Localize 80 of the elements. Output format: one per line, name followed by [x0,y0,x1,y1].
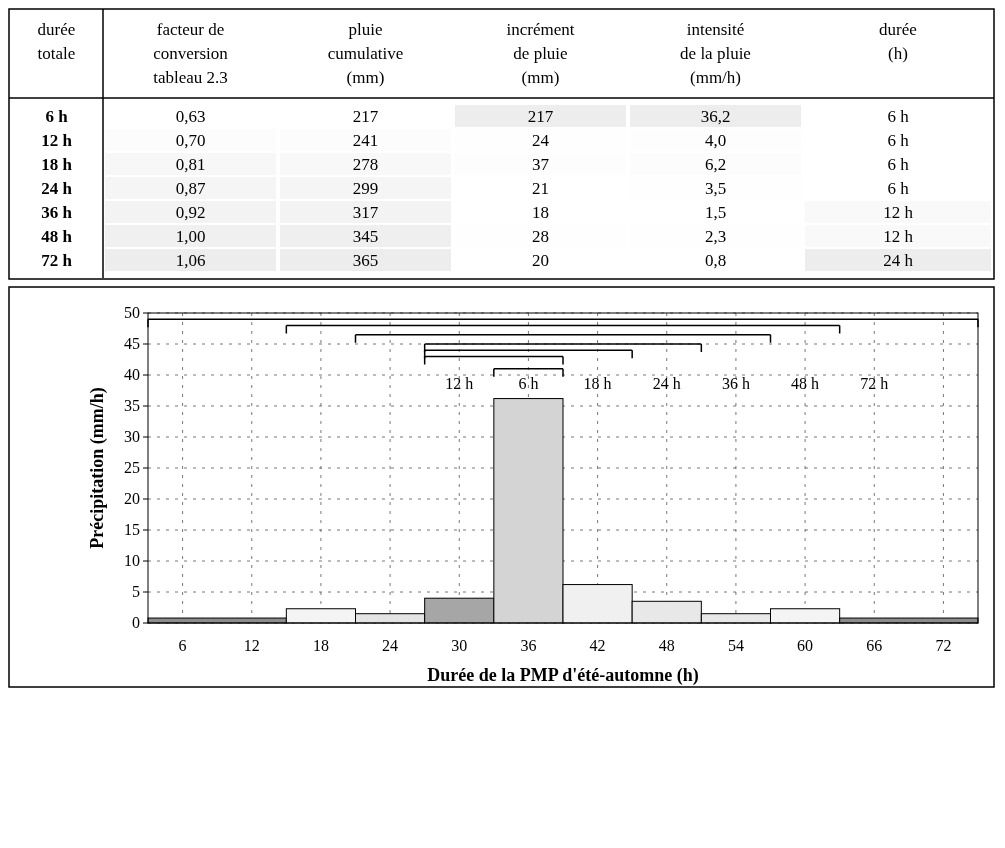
x-tick-label: 24 [382,637,399,654]
annotation: 36 h [721,375,750,392]
annotation: 6 h [518,375,539,392]
y-tick-label: 36 h [41,203,73,222]
data-label: 217 [527,107,554,126]
y-axis-title: Précipitation (mm/h) [87,387,108,549]
data-label: 0,63 [175,107,206,126]
y-tick-label: 35 [124,397,140,414]
data-label: 0,70 [175,131,206,150]
y-tick-label: 40 [124,366,140,383]
x-tick-label: intensité de la pluie (mm/h) [680,20,751,87]
data-label: 241 [352,131,379,150]
annotation: 48 h [791,375,820,392]
data-label: 6,2 [704,155,727,174]
data-label: 317 [352,203,379,222]
y-tick-label: 18 h [41,155,73,174]
y-tick-label: 50 [124,304,140,321]
x-tick-label: 72 [935,637,952,654]
annotation: 72 h [860,375,889,392]
data-label: 217 [352,107,379,126]
y-tick-label: 30 [124,428,140,445]
data-label: 18 [532,203,549,222]
x-tick-label: 48 [658,637,675,654]
x-tick-label: 36 [520,637,537,654]
data-label: 4,0 [704,131,727,150]
y-tick-label: 12 h [41,131,73,150]
data-label: 28 [532,227,549,246]
y-tick-label: 20 [124,490,140,507]
data-label: 20 [532,251,549,270]
data-label: 0,87 [175,179,206,198]
y-tick-label: 6 h [45,107,69,126]
y-tick-label: 72 h [41,251,73,270]
y-axis-title: durée totale [37,20,76,63]
annotation: 12 h [445,375,474,392]
data-label: 1,06 [175,251,206,270]
x-tick-label: durée (h) [879,20,917,63]
x-tick-label: incrément de pluie (mm) [506,20,575,87]
data-label: 36,2 [700,107,731,126]
y-tick-label: 5 [132,583,140,600]
data-label: 2,3 [704,227,727,246]
data-label: 37 [532,155,550,174]
y-tick-label: 10 [124,552,140,569]
y-tick-label: 0 [132,614,140,631]
data-label: 0,81 [175,155,206,174]
x-tick-label: pluie cumulative (mm) [327,20,404,87]
data-label: 1,5 [704,203,727,222]
data-label: 6 h [887,131,910,150]
y-tick-label: 25 [124,459,140,476]
x-tick-label: 12 [243,637,260,654]
x-tick-label: facteur de conversion tableau 2.3 [153,20,229,87]
data-label: 345 [352,227,379,246]
x-tick-label: 30 [451,637,468,654]
y-tick-label: 24 h [41,179,73,198]
y-tick-label: 15 [124,521,140,538]
data-label: 21 [532,179,549,198]
data-label: 6 h [887,179,910,198]
annotation: 24 h [652,375,681,392]
annotation: 18 h [583,375,612,392]
x-tick-label: 66 [866,637,883,654]
x-tick-label: 6 [178,637,187,654]
data-label: 12 h [883,203,914,222]
data-label: 278 [352,155,379,174]
x-tick-label: 42 [589,637,606,654]
x-tick-label: 60 [797,637,814,654]
y-tick-label: 48 h [41,227,73,246]
data-label: 0,8 [704,251,727,270]
data-label: 299 [352,179,379,198]
data-label: 12 h [883,227,914,246]
data-label: 0,92 [175,203,206,222]
y-tick-label: 45 [124,335,140,352]
data-label: 24 [532,131,550,150]
x-tick-label: 18 [312,637,329,654]
data-label: 365 [352,251,379,270]
data-label: 1,00 [175,227,206,246]
data-label: 24 h [883,251,914,270]
x-tick-label: 54 [727,637,744,654]
data-label: 3,5 [704,179,727,198]
data-label: 6 h [887,155,910,174]
data-label: 6 h [887,107,910,126]
x-axis-title: Durée de la PMP d'été-automne (h) [427,665,699,686]
